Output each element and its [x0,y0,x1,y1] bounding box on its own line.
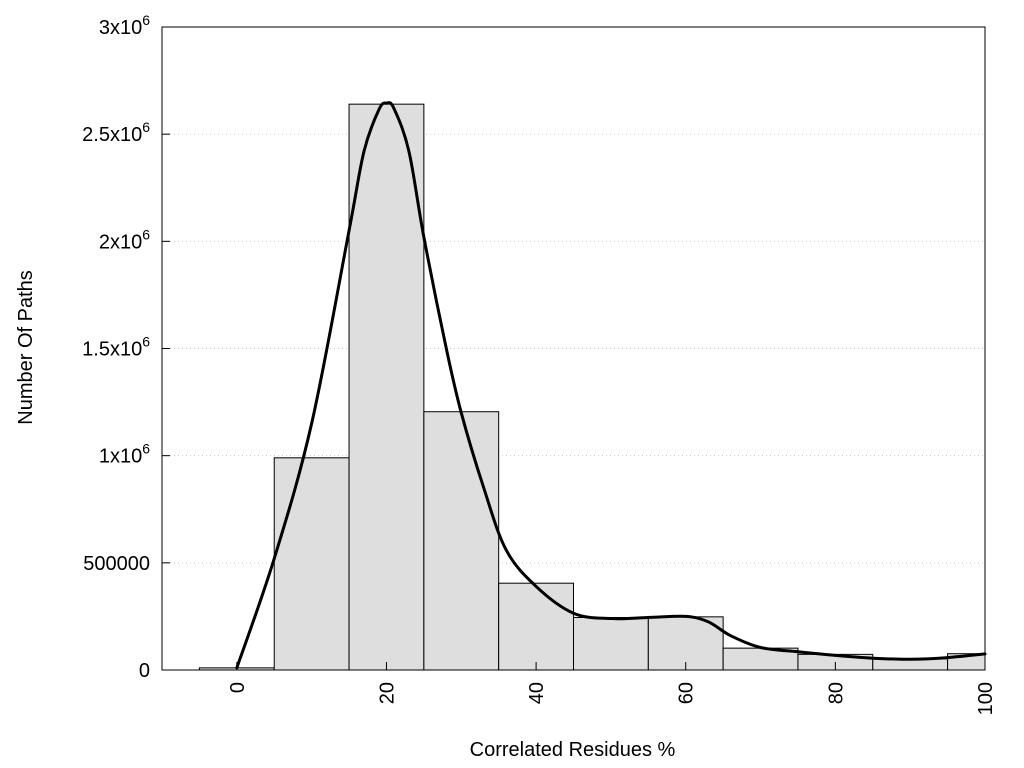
y-axis-ticks: 0 500000 1x106 1.5x106 2x106 2.5x106 3x106 [82,12,170,682]
x-tick-label: 80 [825,682,847,704]
x-tick-label: 0 [227,682,249,693]
y-tick-label: 3x106 [99,12,150,39]
x-axis-title: Correlated Residues % [470,739,676,761]
y-tick-label: 2x106 [99,226,150,253]
density-curve [235,101,987,670]
y-axis-title: Number Of Paths [15,270,37,425]
bar-50 [573,616,649,671]
x-tick-label: 20 [376,682,398,704]
y-tick-label: 2.5x106 [82,119,150,146]
bars [198,103,986,671]
y-tick-label: 0 [139,660,150,682]
bar-20 [348,103,425,671]
x-tick-label: 40 [526,682,548,704]
x-tick-label: 100 [975,682,997,715]
y-tick-label: 1.5x106 [82,334,150,361]
x-axis-ticks: 0 20 40 60 80 100 [227,662,997,715]
bar-30 [423,411,500,671]
bar-10 [273,457,350,671]
y-tick-label: 500000 [83,553,150,575]
y-tick-label: 1x106 [99,441,150,468]
bar-40 [498,582,575,671]
x-tick-label: 60 [676,682,698,704]
bar-60 [647,616,724,671]
